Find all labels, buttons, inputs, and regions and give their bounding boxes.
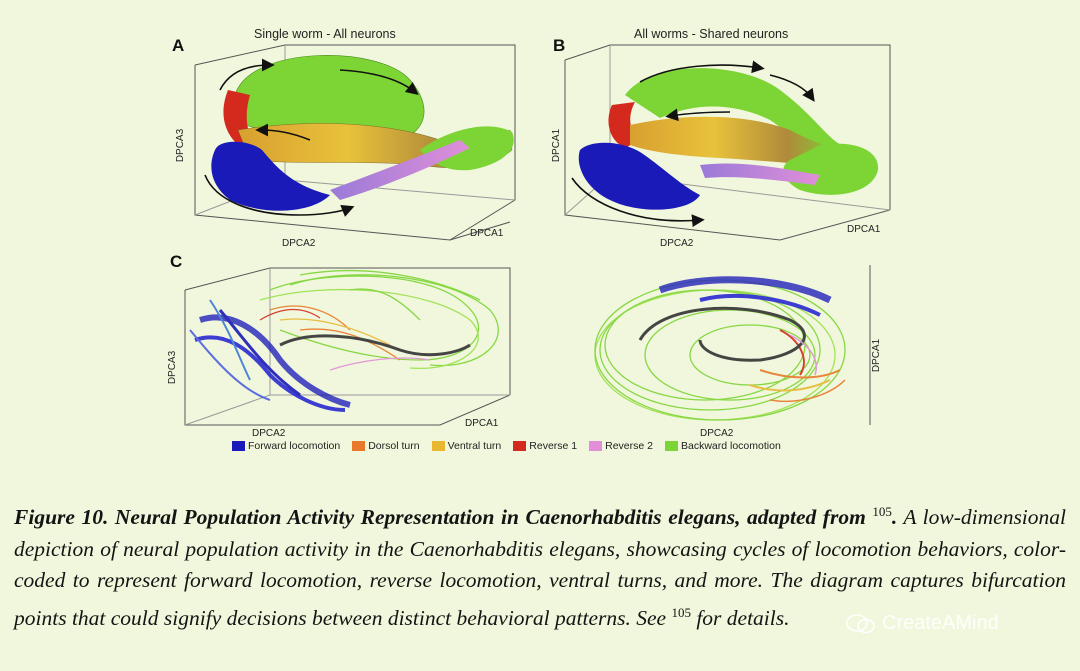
caption-ref-1: 105 xyxy=(872,504,892,519)
legend-item: Forward locomotion xyxy=(232,440,340,452)
legend-item: Reverse 2 xyxy=(589,440,653,452)
legend-swatch-forward xyxy=(232,441,245,451)
legend-label: Reverse 1 xyxy=(529,440,578,452)
panel-b-title: All worms - Shared neurons xyxy=(634,27,789,41)
panel-c-right-trajectories xyxy=(594,276,846,421)
legend-swatch-backward xyxy=(664,441,678,451)
panel-a-letter: A xyxy=(172,36,185,55)
caption-ref-1-suffix: . xyxy=(891,505,898,530)
panel-c-right-axis-x: DPCA2 xyxy=(700,428,734,439)
legend-swatch-reverse1 xyxy=(513,441,527,451)
panel-c-left-axis-x: DPCA2 xyxy=(252,428,286,439)
panel-a-axis-x: DPCA2 xyxy=(282,238,316,249)
panel-c-right-axis-z: DPCA1 xyxy=(871,338,883,373)
panel-a-trajectory xyxy=(204,55,514,217)
panel-c-left-trajectories xyxy=(189,269,499,412)
legend-swatch-reverse2 xyxy=(589,441,603,451)
legend-label: Forward locomotion xyxy=(248,440,341,452)
legend-label: Reverse 2 xyxy=(605,440,653,452)
caption-body: A low-dimensional depiction of neural po… xyxy=(14,505,1067,630)
panel-a-axis-z: DPCA3 xyxy=(175,128,187,163)
legend-label: Dorsol turn xyxy=(368,440,420,452)
legend: Forward locomotion Dorsol turn Ventral t… xyxy=(232,440,781,452)
legend-label: Ventral turn xyxy=(447,440,502,452)
watermark: CreateAMind xyxy=(846,612,999,635)
caption-ref-2: 105 xyxy=(671,604,691,620)
legend-item: Backward locomotion xyxy=(664,440,781,452)
panel-b-axis-z: DPCA1 xyxy=(551,128,563,163)
caption-title: Figure 10. Neural Population Activity Re… xyxy=(14,505,866,530)
chat-bubble-icon xyxy=(846,613,875,633)
panel-a-title: Single worm - All neurons xyxy=(254,27,396,41)
figure-graphic xyxy=(184,44,891,426)
panel-b-letter: B xyxy=(553,36,566,55)
panel-c-left-axis-z: DPCA3 xyxy=(167,350,179,385)
panel-c-left-axis-y: DPCA1 xyxy=(465,418,499,429)
caption-tail: for details. xyxy=(690,605,790,630)
legend-label: Backward locomotion xyxy=(680,440,781,452)
legend-item: Dorsol turn xyxy=(352,440,420,452)
legend-item: Reverse 1 xyxy=(513,440,577,452)
figure-area: A Single worm - All neurons DPCA3 DPCA2 … xyxy=(167,27,891,452)
panel-b-axis-y: DPCA1 xyxy=(847,224,881,235)
panel-c-letter: C xyxy=(170,252,183,271)
watermark-text: CreateAMind xyxy=(882,612,999,634)
panel-a-axis-y: DPCA1 xyxy=(470,228,504,239)
panel-b-trajectory xyxy=(571,60,879,228)
figure-caption: Figure 10. Neural Population Activity Re… xyxy=(14,496,1066,634)
panel-b-axis-x: DPCA2 xyxy=(660,238,694,249)
legend-swatch-dorsol xyxy=(352,441,366,451)
legend-swatch-ventral xyxy=(431,441,445,451)
legend-item: Ventral turn xyxy=(431,440,502,452)
